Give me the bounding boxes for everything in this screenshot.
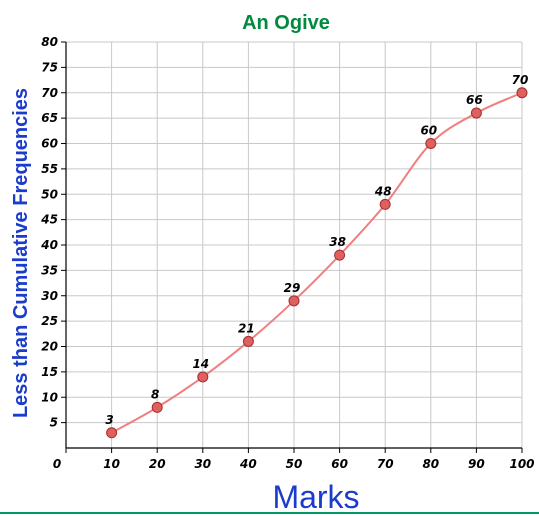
y-tick-label: 10 xyxy=(41,390,58,404)
x-tick-label: 30 xyxy=(194,457,211,471)
y-tick-label: 40 xyxy=(40,238,58,252)
y-tick-label: 65 xyxy=(41,111,58,125)
y-tick-label: 55 xyxy=(41,162,58,176)
data-point xyxy=(379,198,391,210)
x-tick-label: 0 xyxy=(53,457,61,471)
axes xyxy=(61,41,523,453)
x-tick-label: 80 xyxy=(422,457,439,471)
x-tick-label: 60 xyxy=(331,457,348,471)
data-point xyxy=(425,138,437,149)
y-tick-label: 45 xyxy=(40,213,58,227)
y-tick-label: 15 xyxy=(41,365,58,379)
data-label: 8 xyxy=(151,387,159,401)
data-point xyxy=(151,401,163,413)
data-label: 70 xyxy=(512,73,529,87)
bottom-divider xyxy=(0,512,539,514)
y-tick-label: 80 xyxy=(41,35,58,49)
y-tick-label: 25 xyxy=(41,314,58,328)
x-axis-label: Marks xyxy=(272,479,359,515)
data-label: 66 xyxy=(466,93,483,107)
data-point xyxy=(106,427,118,439)
data-label: 60 xyxy=(420,124,437,138)
grid-lines xyxy=(66,41,523,448)
chart-title: An Ogive xyxy=(242,12,330,34)
y-tick-label: 75 xyxy=(41,60,58,74)
x-tick-label: 50 xyxy=(286,457,303,471)
y-axis-label: Less than Cumulative Frequencies xyxy=(10,88,32,418)
x-tick-label: 40 xyxy=(239,457,257,471)
y-tick-label: 35 xyxy=(41,263,58,277)
data-point xyxy=(242,335,254,347)
data-label: 48 xyxy=(374,184,392,198)
data-label: 3 xyxy=(105,413,113,427)
data-point xyxy=(470,107,482,119)
data-point xyxy=(197,371,209,383)
x-tick-label: 20 xyxy=(149,457,166,471)
data-point xyxy=(516,87,528,99)
y-tick-label: 5 xyxy=(50,416,58,430)
x-tick-label: 100 xyxy=(509,457,534,471)
y-tick-label: 30 xyxy=(41,289,58,303)
y-tick-label: 20 xyxy=(41,340,58,354)
x-tick-label: 90 xyxy=(468,457,485,471)
tick-labels: 5 10 15 20 25 30 35 40 45 50 55 60 65 70 75 80 0 10 20 30 40… xyxy=(40,35,534,471)
data-label: 14 xyxy=(192,357,209,371)
y-tick-label: 60 xyxy=(41,137,58,151)
data-label: 21 xyxy=(238,321,255,335)
data-label: 38 xyxy=(329,235,346,249)
data-point xyxy=(288,295,300,307)
series-line xyxy=(111,91,523,434)
y-tick-label: 50 xyxy=(41,187,58,201)
data-point xyxy=(334,249,346,261)
data-label: 29 xyxy=(284,281,301,295)
x-tick-label: 10 xyxy=(103,457,120,471)
x-tick-label: 70 xyxy=(377,457,394,471)
y-tick-label: 70 xyxy=(41,86,58,100)
